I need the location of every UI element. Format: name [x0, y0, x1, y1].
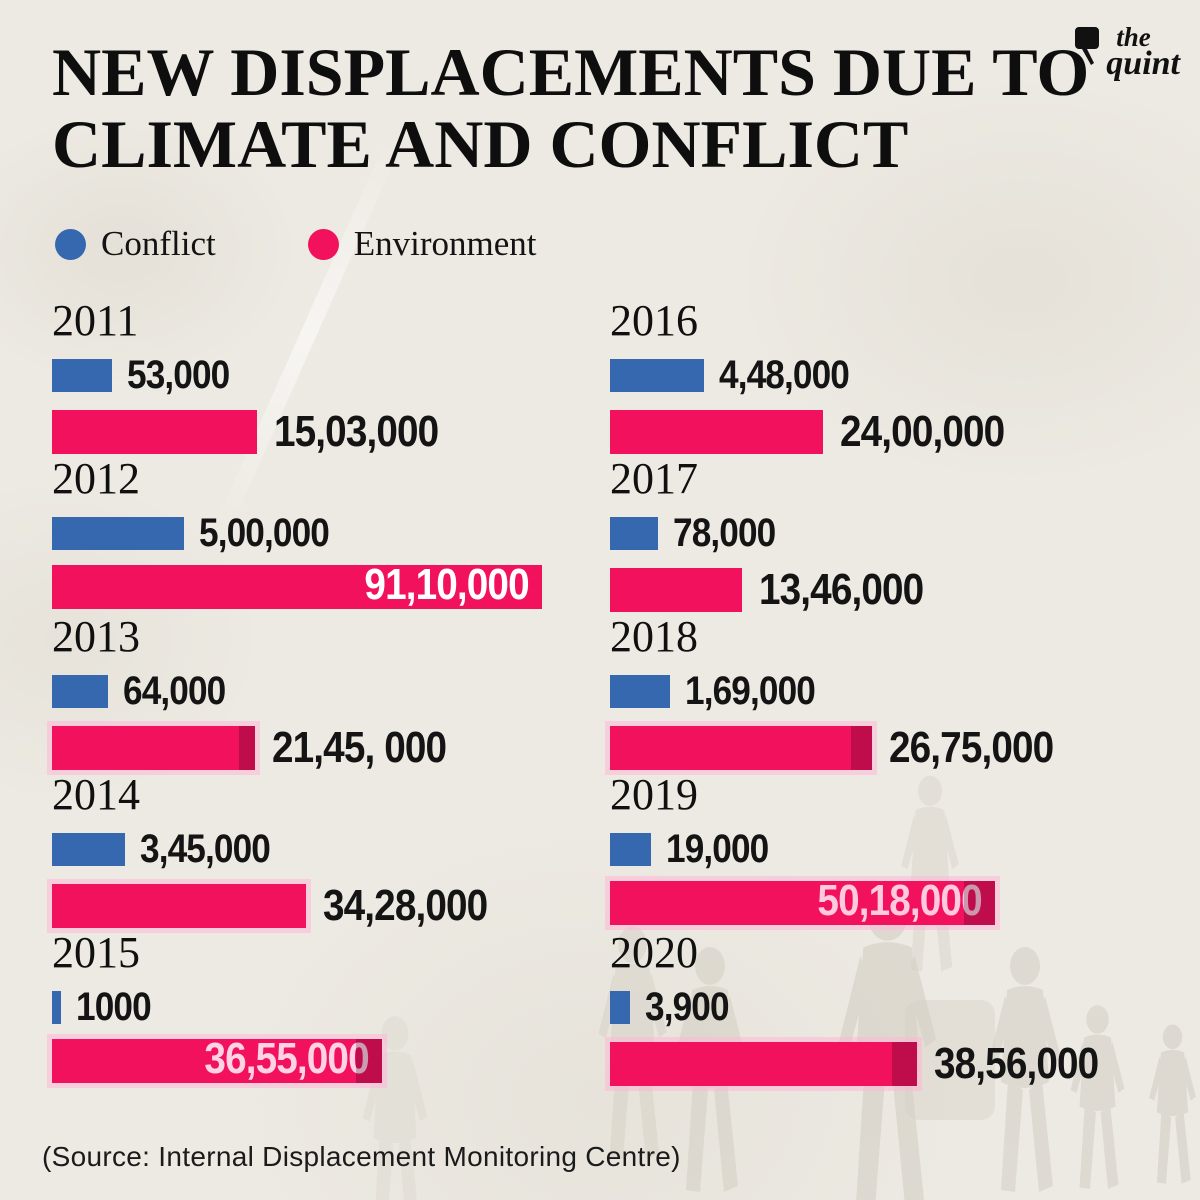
conflict-bar: [610, 517, 658, 550]
year-block-2011: 2011 53,000 15,03,000: [52, 298, 610, 456]
environment-value: 38,56,000: [934, 1039, 1099, 1088]
environment-bar: 91,10,000: [52, 560, 542, 609]
chart-grid: 2011 53,000 15,03,000 2012 5,00,000 91,10,000…: [52, 298, 1150, 1088]
environment-bar: [610, 410, 823, 454]
quint-logo-line1: the: [1116, 22, 1151, 52]
environment-bar-row: 50,18,000: [610, 876, 1150, 925]
year-block-2016: 2016 4,48,000 24,00,000: [610, 298, 1150, 456]
conflict-bar-row: 1000: [52, 985, 610, 1030]
conflict-bar: [52, 517, 184, 550]
year-label: 2015: [52, 928, 140, 977]
environment-bar: [52, 726, 256, 770]
year-block-2012: 2012 5,00,000 91,10,000: [52, 456, 610, 614]
environment-bar-row: 34,28,000: [52, 881, 610, 931]
conflict-swatch-icon: [55, 228, 86, 260]
environment-bar-row: 91,10,000: [52, 560, 610, 609]
page-title-line2: CLIMATE AND CONFLICT: [52, 106, 909, 182]
year-block-2017: 2017 78,000 13,46,000: [610, 456, 1150, 614]
year-block-2015: 2015 1000 36,55,000: [52, 930, 610, 1088]
environment-bar-row: 13,46,000: [610, 565, 1150, 615]
conflict-bar-row: 4,48,000: [610, 353, 1150, 398]
conflict-value: 3,45,000: [140, 827, 271, 871]
quint-logo-line2: quint: [1106, 45, 1180, 82]
conflict-bar-row: 1,69,000: [610, 669, 1150, 714]
year-label: 2017: [610, 454, 698, 503]
conflict-bar-row: 53,000: [52, 353, 610, 398]
legend-item-conflict: Conflict: [55, 224, 216, 264]
conflict-value: 4,48,000: [719, 353, 850, 397]
environment-bar: [610, 726, 873, 770]
conflict-value: 78,000: [673, 511, 776, 555]
year-block-2013: 2013 64,000 21,45, 000: [52, 614, 610, 772]
environment-value: 21,45, 000: [272, 723, 447, 772]
conflict-value: 1,69,000: [685, 669, 816, 713]
conflict-bar: [52, 991, 61, 1024]
conflict-value: 1000: [76, 985, 152, 1029]
conflict-value: 53,000: [127, 353, 230, 397]
year-block-2018: 2018 1,69,000 26,75,000: [610, 614, 1150, 772]
legend: Conflict Environment: [55, 224, 536, 264]
environment-bar: [610, 568, 742, 612]
legend-label-environment: Environment: [353, 224, 537, 263]
page-title-line1: NEW DISPLACEMENTS DUE TO: [52, 34, 1090, 110]
conflict-bar: [610, 833, 651, 866]
environment-bar-row: 15,03,000: [52, 407, 610, 457]
legend-label-conflict: Conflict: [101, 224, 216, 263]
environment-value: 91,10,000: [364, 560, 530, 609]
year-label: 2012: [52, 454, 140, 503]
environment-bar: 50,18,000: [610, 876, 995, 925]
conflict-bar: [610, 675, 670, 708]
conflict-value: 5,00,000: [199, 511, 330, 555]
conflict-bar: [52, 833, 125, 866]
conflict-bar: [52, 675, 108, 708]
page-title: NEW DISPLACEMENTS DUE TO CLIMATE AND CON…: [52, 36, 1089, 180]
environment-value: 50,18,000: [817, 876, 983, 925]
conflict-bar: [610, 991, 630, 1024]
legend-item-environment: Environment: [307, 224, 537, 264]
year-label: 2011: [52, 296, 139, 345]
conflict-bar-row: 64,000: [52, 669, 610, 714]
source-note: (Source: Internal Displacement Monitorin…: [42, 1141, 681, 1172]
environment-bar-row: 26,75,000: [610, 723, 1150, 773]
conflict-bar-row: 5,00,000: [52, 511, 610, 556]
year-label: 2020: [610, 928, 698, 977]
year-block-2020: 2020 3,900 38,56,000: [610, 930, 1150, 1088]
year-block-2019: 2019 19,000 50,18,000: [610, 772, 1150, 930]
conflict-bar: [610, 359, 704, 392]
year-block-2014: 2014 3,45,000 34,28,000: [52, 772, 610, 930]
environment-bar-row: 24,00,000: [610, 407, 1150, 457]
conflict-value: 3,900: [645, 985, 730, 1029]
environment-bar: [610, 1042, 917, 1086]
year-label: 2013: [52, 612, 140, 661]
environment-bar: 36,55,000: [52, 1034, 382, 1083]
conflict-value: 19,000: [666, 827, 769, 871]
environment-bar-row: 36,55,000: [52, 1034, 610, 1083]
environment-value: 13,46,000: [759, 565, 924, 614]
year-label: 2016: [610, 296, 698, 345]
environment-bar: [52, 410, 257, 454]
environment-bar-row: 21,45, 000: [52, 723, 610, 773]
conflict-bar-row: 78,000: [610, 511, 1150, 556]
environment-bar: [52, 884, 306, 928]
environment-value: 36,55,000: [204, 1034, 370, 1083]
speech-bubble-icon: [1075, 27, 1100, 65]
quint-logo-text: the quint: [1106, 24, 1180, 81]
year-label: 2014: [52, 770, 140, 819]
conflict-bar-row: 19,000: [610, 827, 1150, 872]
conflict-bar-row: 3,45,000: [52, 827, 610, 872]
environment-value: 24,00,000: [840, 407, 1005, 456]
environment-value: 15,03,000: [274, 407, 439, 456]
environment-value: 26,75,000: [889, 723, 1054, 772]
conflict-bar-row: 3,900: [610, 985, 1150, 1030]
quint-logo: the quint: [1074, 24, 1180, 81]
year-label: 2018: [610, 612, 698, 661]
conflict-value: 64,000: [123, 669, 226, 713]
year-label: 2019: [610, 770, 698, 819]
environment-swatch-icon: [307, 228, 339, 260]
environment-bar-row: 38,56,000: [610, 1039, 1150, 1089]
conflict-bar: [52, 359, 112, 392]
environment-value: 34,28,000: [323, 881, 488, 930]
